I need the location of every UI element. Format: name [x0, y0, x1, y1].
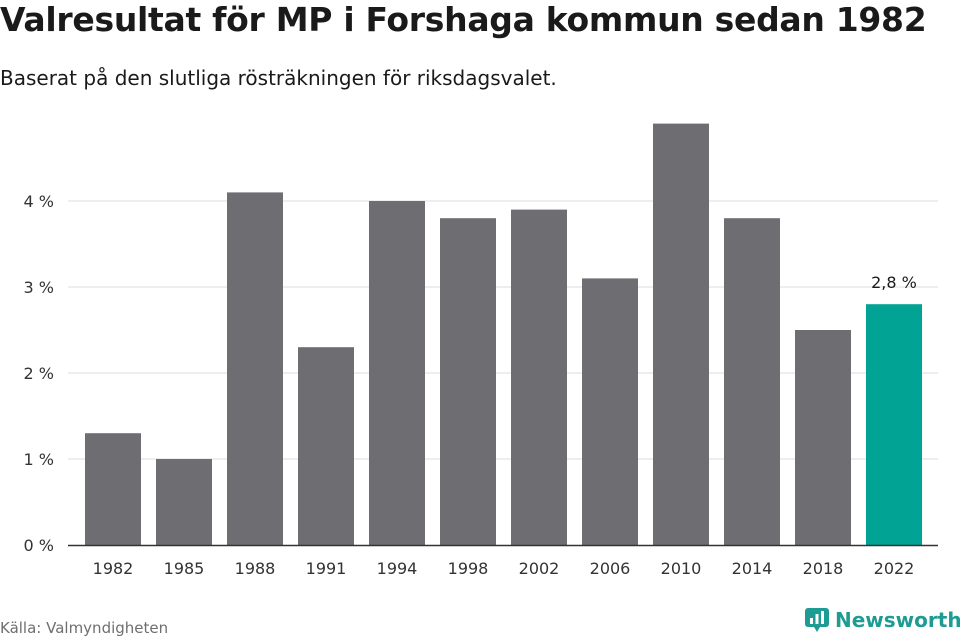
bar — [369, 201, 425, 545]
y-tick-label: 1 % — [24, 450, 54, 469]
x-tick-label: 1991 — [306, 559, 347, 578]
bar — [227, 192, 283, 545]
bar — [85, 433, 141, 545]
x-tick-label: 1982 — [93, 559, 134, 578]
x-tick-label: 2018 — [803, 559, 844, 578]
bar — [866, 304, 922, 545]
bar — [511, 209, 567, 545]
newsworthy-logo-icon — [805, 608, 829, 632]
y-tick-label: 0 % — [24, 536, 54, 555]
y-tick-label: 4 % — [24, 192, 54, 211]
x-tick-label: 1998 — [448, 559, 489, 578]
bar — [156, 459, 212, 545]
bar — [724, 218, 780, 545]
brand-name: Newsworthy — [835, 608, 960, 632]
bar — [653, 123, 709, 545]
x-tick-label: 2022 — [874, 559, 915, 578]
bar — [795, 330, 851, 545]
x-tick-label: 1985 — [164, 559, 205, 578]
source-note: Källa: Valmyndigheten — [0, 619, 169, 637]
y-tick-label: 2 % — [24, 364, 54, 383]
data-label: 2,8 % — [871, 273, 917, 292]
bar — [298, 347, 354, 545]
x-tick-label: 1994 — [377, 559, 418, 578]
x-tick-label: 2010 — [661, 559, 702, 578]
chart-title: Valresultat för MP i Forshaga kommun sed… — [0, 0, 927, 39]
x-tick-label: 2006 — [590, 559, 631, 578]
chart-subtitle: Baserat på den slutliga rösträkningen fö… — [0, 66, 557, 90]
x-tick-label: 2014 — [732, 559, 773, 578]
bar — [440, 218, 496, 545]
x-tick-label: 2002 — [519, 559, 560, 578]
y-tick-label: 3 % — [24, 278, 54, 297]
brand-logo[interactable]: Newsworthy — [805, 608, 960, 632]
x-tick-label: 1988 — [235, 559, 276, 578]
bar — [582, 278, 638, 545]
